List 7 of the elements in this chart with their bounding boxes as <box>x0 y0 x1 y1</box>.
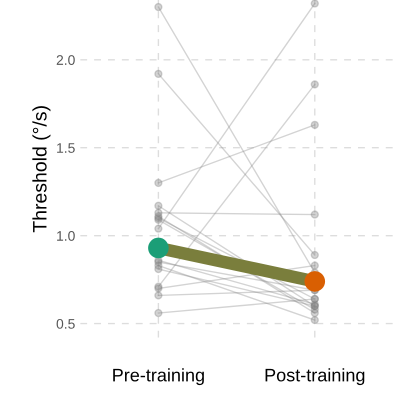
y-tick-label: 0.5 <box>56 318 75 329</box>
y-tick-label: 1.5 <box>57 143 75 153</box>
y-tick-label: 1.0 <box>57 231 75 241</box>
y-axis-title: Threshold (°/s) <box>32 106 50 232</box>
x-tick-label: Post-training <box>266 368 364 386</box>
y-tick-label: 2.0 <box>56 55 75 65</box>
x-tick-label: Pre-training <box>113 368 204 386</box>
